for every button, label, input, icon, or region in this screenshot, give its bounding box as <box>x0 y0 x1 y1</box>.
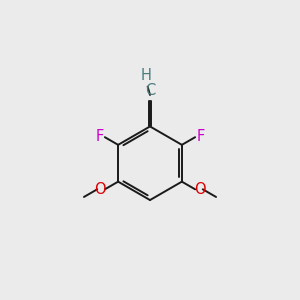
Text: F: F <box>196 128 205 143</box>
Text: H: H <box>141 68 152 83</box>
Text: C: C <box>145 83 155 98</box>
Text: F: F <box>95 128 104 143</box>
Text: O: O <box>194 182 206 197</box>
Text: O: O <box>94 182 106 197</box>
